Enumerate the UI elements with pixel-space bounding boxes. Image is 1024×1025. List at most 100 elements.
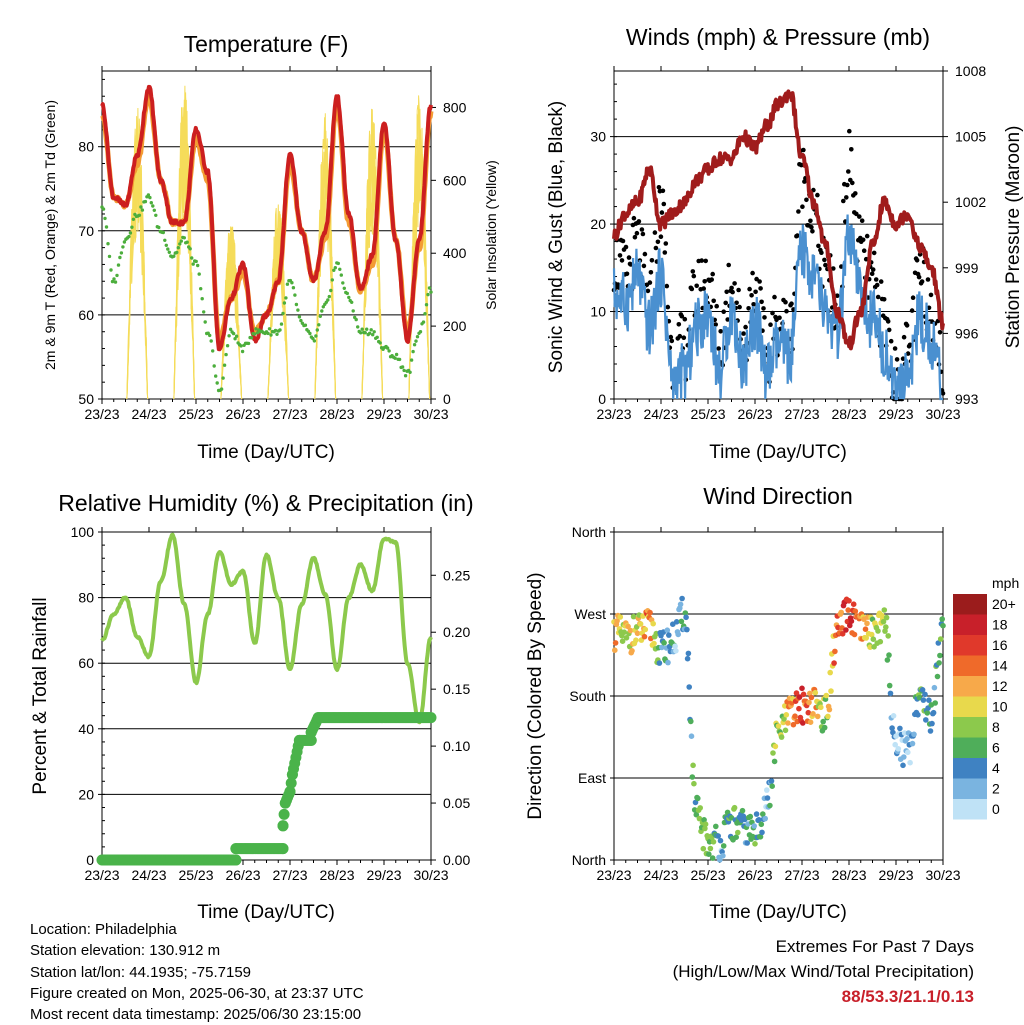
gust-point bbox=[928, 292, 934, 298]
direction-point bbox=[751, 823, 757, 829]
direction-point bbox=[847, 622, 853, 629]
x-tick-label: 29/23 bbox=[878, 867, 913, 883]
direction-point bbox=[929, 720, 935, 727]
gust-point bbox=[632, 234, 638, 240]
dewpoint-point bbox=[321, 305, 325, 309]
direction-point bbox=[693, 811, 700, 818]
colorbar-title: mph bbox=[992, 575, 1019, 591]
x-tick-label: 29/23 bbox=[366, 867, 401, 883]
gust-point bbox=[725, 317, 730, 322]
dewpoint-point bbox=[103, 216, 107, 221]
dewpoint-point bbox=[240, 349, 245, 354]
direction-point bbox=[612, 640, 619, 646]
direction-point bbox=[886, 652, 892, 658]
gust-point bbox=[724, 289, 729, 295]
direction-point bbox=[747, 813, 754, 820]
gust-point bbox=[758, 286, 763, 291]
dewpoint-point bbox=[351, 309, 355, 313]
dewpoint-point bbox=[209, 339, 213, 343]
panel-title: Temperature (F) bbox=[184, 31, 349, 57]
dewpoint-point bbox=[104, 225, 109, 229]
gust-point bbox=[901, 334, 907, 340]
gust-point bbox=[762, 315, 767, 320]
direction-point bbox=[940, 622, 946, 629]
direction-point bbox=[863, 635, 869, 641]
dewpoint-point bbox=[415, 335, 420, 339]
dewpoint-point bbox=[194, 259, 198, 264]
x-axis-title: Time (Day/UTC) bbox=[197, 442, 335, 463]
dewpoint-point bbox=[293, 293, 297, 297]
gust-point bbox=[849, 147, 854, 152]
direction-point bbox=[679, 595, 685, 602]
gust-point bbox=[743, 324, 748, 330]
dewpoint-point bbox=[297, 315, 302, 319]
dewpoint-point bbox=[347, 295, 351, 300]
direction-point bbox=[689, 774, 696, 780]
direction-point bbox=[678, 618, 685, 625]
gust-point bbox=[647, 280, 653, 285]
direction-point bbox=[868, 631, 875, 638]
direction-point bbox=[839, 631, 846, 637]
direction-point bbox=[772, 743, 779, 750]
direction-point bbox=[642, 626, 649, 633]
gust-point bbox=[860, 237, 866, 243]
direction-point bbox=[937, 652, 943, 659]
dewpoint-point bbox=[208, 333, 212, 338]
series-dewpoint bbox=[100, 193, 433, 393]
x-tick-label: 23/23 bbox=[596, 406, 631, 422]
direction-point bbox=[688, 733, 695, 739]
gust-point bbox=[822, 257, 827, 263]
direction-point bbox=[828, 688, 834, 694]
direction-point bbox=[864, 620, 870, 627]
dewpoint-point bbox=[219, 387, 224, 391]
colorbar-label: 12 bbox=[992, 678, 1008, 694]
dewpoint-point bbox=[113, 280, 118, 284]
gust-point bbox=[886, 327, 892, 333]
gust-point bbox=[873, 277, 879, 282]
gust-point bbox=[676, 322, 682, 327]
x-tick-label: 24/23 bbox=[131, 867, 166, 883]
direction-point bbox=[762, 815, 768, 822]
dewpoint-point bbox=[332, 268, 336, 272]
y2-tick-label: 0.15 bbox=[443, 681, 470, 697]
direction-point bbox=[650, 620, 656, 627]
dewpoint-point bbox=[203, 320, 207, 324]
direction-point bbox=[880, 618, 887, 625]
x-tick-label: 28/23 bbox=[831, 406, 866, 422]
direction-point bbox=[892, 741, 898, 748]
dewpoint-point bbox=[267, 327, 272, 331]
dewpoint-point bbox=[109, 268, 113, 272]
colorbar-swatch bbox=[953, 717, 987, 738]
dewpoint-point bbox=[254, 327, 258, 331]
gust-point bbox=[723, 300, 728, 306]
gust-point bbox=[892, 346, 898, 351]
dewpoint-point bbox=[385, 346, 390, 350]
gust-point bbox=[669, 338, 675, 344]
y2-tick-label: 600 bbox=[443, 172, 467, 188]
dewpoint-point bbox=[372, 330, 376, 334]
gust-point bbox=[660, 188, 666, 194]
y-tick-label: North bbox=[572, 852, 606, 868]
x-tick-label: 29/23 bbox=[878, 406, 913, 422]
y-tick-label: 60 bbox=[78, 307, 94, 323]
direction-point bbox=[673, 619, 680, 625]
gust-point bbox=[639, 227, 645, 232]
direction-point bbox=[806, 699, 812, 706]
dewpoint-point bbox=[166, 247, 170, 251]
colorbar-swatch bbox=[953, 635, 987, 656]
direction-point bbox=[785, 720, 791, 726]
x-tick-label: 28/23 bbox=[319, 406, 354, 422]
dewpoint-point bbox=[326, 298, 330, 302]
direction-point bbox=[701, 817, 707, 823]
dewpoint-point bbox=[214, 374, 218, 378]
dewpoint-point bbox=[130, 225, 134, 229]
dewpoint-point bbox=[137, 213, 142, 217]
direction-point bbox=[814, 713, 821, 720]
dewpoint-point bbox=[412, 343, 417, 347]
dewpoint-point bbox=[371, 333, 375, 337]
dewpoint-point bbox=[172, 254, 176, 258]
direction-point bbox=[778, 734, 785, 740]
dewpoint-point bbox=[179, 239, 183, 243]
direction-point bbox=[764, 795, 771, 801]
direction-point bbox=[661, 640, 667, 646]
